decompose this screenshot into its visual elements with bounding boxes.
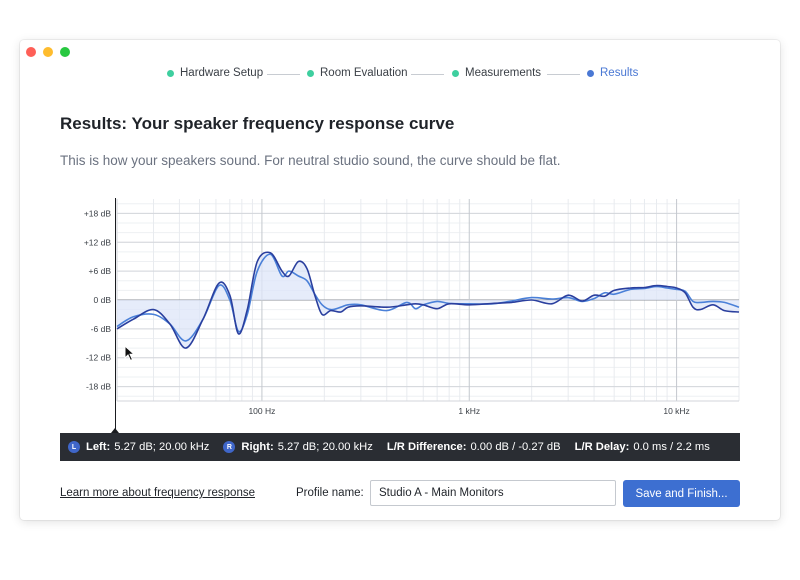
y-tick-label: -12 dB	[86, 353, 111, 363]
chart-cursor-handle[interactable]	[111, 428, 119, 433]
lr-difference-label: L/R Difference:	[386, 441, 467, 453]
y-tick-label: +18 dB	[84, 208, 112, 218]
right-value: 5.27 dB; 20.00 kHz	[277, 441, 373, 453]
x-tick-label: 100 Hz	[248, 406, 275, 416]
y-tick-label: +12 dB	[84, 237, 112, 247]
step-done-indicator	[307, 69, 314, 77]
page-title: Results: Your speaker frequency response…	[60, 114, 455, 133]
x-tick-label: 10 kHz	[663, 406, 689, 416]
page-subtitle: This is how your speakers sound. For neu…	[60, 153, 561, 168]
mouse-pointer-icon	[124, 345, 136, 362]
y-tick-label: -18 dB	[86, 382, 111, 392]
step-label: Room Evaluation	[320, 67, 408, 79]
learn-more-link[interactable]: Learn more about frequency response	[60, 487, 255, 499]
step-label: Measurements	[465, 67, 542, 79]
step-measurements[interactable]: Measurements	[452, 67, 541, 79]
right-channel-badge: R	[223, 441, 236, 453]
zoom-window-button[interactable]	[60, 47, 70, 57]
step-connector	[267, 74, 300, 75]
step-done-indicator	[167, 69, 174, 77]
profile-name-input[interactable]	[370, 480, 616, 506]
left-value: 5.27 dB; 20.00 kHz	[114, 441, 210, 453]
left-channel-badge: L	[68, 441, 80, 453]
close-window-button[interactable]	[26, 47, 36, 57]
measurement-readout-bar: L Left: 5.27 dB; 20.00 kHz R Right: 5.27…	[60, 433, 740, 461]
y-tick-label: 0 dB	[94, 295, 112, 305]
chart-cursor-line[interactable]	[115, 198, 116, 432]
right-label: Right:	[241, 441, 274, 453]
minimize-window-button[interactable]	[43, 47, 53, 57]
step-label: Results	[600, 67, 639, 79]
frequency-response-chart[interactable]: +18 dB +12 dB +6 dB 0 dB -6 dB -12 dB -18 dB 1…	[56, 195, 744, 431]
y-tick-label: +6 dB	[89, 266, 112, 276]
series-line-left	[116, 251, 740, 349]
step-room-evaluation[interactable]: Room Evaluation	[307, 67, 408, 79]
step-hardware-setup[interactable]: Hardware Setup	[167, 67, 263, 79]
x-tick-label: 1 kHz	[458, 406, 480, 416]
app-window: Hardware Setup Room Evaluation Measureme…	[20, 40, 780, 520]
y-tick-label: -6 dB	[91, 324, 112, 334]
series-line-right	[116, 253, 740, 342]
step-connector	[411, 74, 444, 75]
step-current-indicator	[587, 69, 594, 77]
lr-difference-value: 0.00 dB / -0.27 dB	[470, 441, 561, 453]
step-connector	[547, 74, 580, 75]
step-done-indicator	[452, 69, 459, 77]
lr-delay-value: 0.0 ms / 2.2 ms	[633, 441, 710, 453]
profile-name-label: Profile name:	[296, 487, 364, 499]
save-and-finish-button[interactable]: Save and Finish...	[623, 480, 740, 507]
step-results[interactable]: Results	[587, 67, 638, 79]
left-label: Left:	[86, 441, 111, 453]
step-label: Hardware Setup	[180, 67, 264, 79]
lr-delay-label: L/R Delay:	[574, 441, 630, 453]
response-area-fill	[117, 252, 739, 349]
